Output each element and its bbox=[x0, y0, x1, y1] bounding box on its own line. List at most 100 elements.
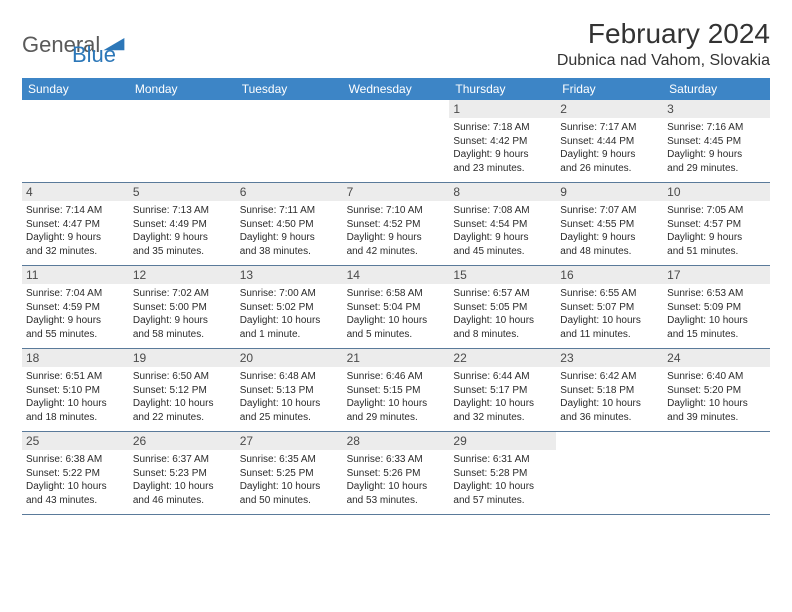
day-number: 11 bbox=[22, 266, 129, 284]
day-detail: Sunrise: 6:33 AMSunset: 5:26 PMDaylight:… bbox=[347, 453, 446, 507]
day-cell: 10Sunrise: 7:05 AMSunset: 4:57 PMDayligh… bbox=[663, 183, 770, 265]
location-label: Dubnica nad Vahom, Slovakia bbox=[557, 52, 770, 70]
daylight-text-2: and 32 minutes. bbox=[26, 245, 125, 259]
sunrise-text: Sunrise: 6:58 AM bbox=[347, 287, 446, 301]
day-number bbox=[663, 432, 770, 450]
sunrise-text: Sunrise: 7:05 AM bbox=[667, 204, 766, 218]
day-number: 20 bbox=[236, 349, 343, 367]
day-detail: Sunrise: 6:48 AMSunset: 5:13 PMDaylight:… bbox=[240, 370, 339, 424]
daylight-text-1: Daylight: 10 hours bbox=[453, 314, 552, 328]
day-detail: Sunrise: 6:57 AMSunset: 5:05 PMDaylight:… bbox=[453, 287, 552, 341]
daylight-text-1: Daylight: 9 hours bbox=[347, 231, 446, 245]
sunset-text: Sunset: 4:52 PM bbox=[347, 218, 446, 232]
daylight-text-1: Daylight: 9 hours bbox=[133, 314, 232, 328]
daylight-text-2: and 58 minutes. bbox=[133, 328, 232, 342]
daylight-text-1: Daylight: 10 hours bbox=[133, 480, 232, 494]
day-cell bbox=[556, 432, 663, 514]
daylight-text-1: Daylight: 9 hours bbox=[453, 148, 552, 162]
calendar: Sunday Monday Tuesday Wednesday Thursday… bbox=[22, 78, 770, 515]
sunset-text: Sunset: 5:15 PM bbox=[347, 384, 446, 398]
daylight-text-2: and 45 minutes. bbox=[453, 245, 552, 259]
sunrise-text: Sunrise: 6:51 AM bbox=[26, 370, 125, 384]
daylight-text-2: and 25 minutes. bbox=[240, 411, 339, 425]
day-detail: Sunrise: 6:42 AMSunset: 5:18 PMDaylight:… bbox=[560, 370, 659, 424]
daylight-text-2: and 42 minutes. bbox=[347, 245, 446, 259]
day-cell bbox=[129, 100, 236, 182]
daylight-text-1: Daylight: 10 hours bbox=[347, 480, 446, 494]
sunrise-text: Sunrise: 6:40 AM bbox=[667, 370, 766, 384]
sunset-text: Sunset: 5:04 PM bbox=[347, 301, 446, 315]
day-number: 1 bbox=[449, 100, 556, 118]
daylight-text-2: and 53 minutes. bbox=[347, 494, 446, 508]
day-detail: Sunrise: 6:38 AMSunset: 5:22 PMDaylight:… bbox=[26, 453, 125, 507]
day-detail: Sunrise: 6:53 AMSunset: 5:09 PMDaylight:… bbox=[667, 287, 766, 341]
daylight-text-2: and 18 minutes. bbox=[26, 411, 125, 425]
daylight-text-1: Daylight: 9 hours bbox=[667, 148, 766, 162]
brand-logo: GeneralBlue bbox=[22, 22, 125, 68]
day-number: 18 bbox=[22, 349, 129, 367]
week-row: 18Sunrise: 6:51 AMSunset: 5:10 PMDayligh… bbox=[22, 349, 770, 432]
sunrise-text: Sunrise: 7:13 AM bbox=[133, 204, 232, 218]
day-cell: 1 Sunrise: 7:18 AMSunset: 4:42 PMDaylight… bbox=[449, 100, 556, 182]
daylight-text-1: Daylight: 10 hours bbox=[560, 314, 659, 328]
day-cell: 18 Sunrise: 6:51 AMSunset: 5:10 PMDayligh… bbox=[22, 349, 129, 431]
sunrise-text: Sunrise: 6:31 AM bbox=[453, 453, 552, 467]
sunset-text: Sunset: 5:10 PM bbox=[26, 384, 125, 398]
daylight-text-1: Daylight: 10 hours bbox=[667, 397, 766, 411]
daylight-text-2: and 29 minutes. bbox=[667, 162, 766, 176]
day-cell bbox=[663, 432, 770, 514]
daylight-text-1: Daylight: 10 hours bbox=[240, 480, 339, 494]
day-cell: 14Sunrise: 6:58 AMSunset: 5:04 PMDayligh… bbox=[343, 266, 450, 348]
day-number: 9 bbox=[556, 183, 663, 201]
day-cell: 5 Sunrise: 7:13 AMSunset: 4:49 PMDaylight… bbox=[129, 183, 236, 265]
daylight-text-1: Daylight: 10 hours bbox=[26, 397, 125, 411]
day-detail: Sunrise: 6:44 AMSunset: 5:17 PMDaylight:… bbox=[453, 370, 552, 424]
daylight-text-2: and 11 minutes. bbox=[560, 328, 659, 342]
day-cell bbox=[343, 100, 450, 182]
day-cell: 29Sunrise: 6:31 AMSunset: 5:28 PMDayligh… bbox=[449, 432, 556, 514]
day-cell: 7Sunrise: 7:10 AMSunset: 4:52 PMDaylight… bbox=[343, 183, 450, 265]
sunrise-text: Sunrise: 7:07 AM bbox=[560, 204, 659, 218]
sunset-text: Sunset: 5:09 PM bbox=[667, 301, 766, 315]
day-cell: 12Sunrise: 7:02 AMSunset: 5:00 PMDayligh… bbox=[129, 266, 236, 348]
sunrise-text: Sunrise: 6:44 AM bbox=[453, 370, 552, 384]
daylight-text-2: and 29 minutes. bbox=[347, 411, 446, 425]
week-row: 4Sunrise: 7:14 AMSunset: 4:47 PMDaylight… bbox=[22, 183, 770, 266]
daylight-text-2: and 55 minutes. bbox=[26, 328, 125, 342]
day-number: 23 bbox=[556, 349, 663, 367]
day-cell: 24Sunrise: 6:40 AMSunset: 5:20 PMDayligh… bbox=[663, 349, 770, 431]
day-cell: 27Sunrise: 6:35 AMSunset: 5:25 PMDayligh… bbox=[236, 432, 343, 514]
daylight-text-1: Daylight: 9 hours bbox=[560, 148, 659, 162]
day-detail: Sunrise: 7:16 AMSunset: 4:45 PMDaylight:… bbox=[667, 121, 766, 175]
day-number: 29 bbox=[449, 432, 556, 450]
daylight-text-2: and 39 minutes. bbox=[667, 411, 766, 425]
day-detail: Sunrise: 7:05 AMSunset: 4:57 PMDaylight:… bbox=[667, 204, 766, 258]
day-detail: Sunrise: 7:08 AMSunset: 4:54 PMDaylight:… bbox=[453, 204, 552, 258]
sunrise-text: Sunrise: 6:42 AM bbox=[560, 370, 659, 384]
sunset-text: Sunset: 5:02 PM bbox=[240, 301, 339, 315]
daylight-text-2: and 36 minutes. bbox=[560, 411, 659, 425]
daylight-text-1: Daylight: 9 hours bbox=[240, 231, 339, 245]
sunset-text: Sunset: 5:05 PM bbox=[453, 301, 552, 315]
day-number: 28 bbox=[343, 432, 450, 450]
day-cell: 6Sunrise: 7:11 AMSunset: 4:50 PMDaylight… bbox=[236, 183, 343, 265]
day-detail: Sunrise: 7:13 AMSunset: 4:49 PMDaylight:… bbox=[133, 204, 232, 258]
daylight-text-2: and 1 minute. bbox=[240, 328, 339, 342]
sunrise-text: Sunrise: 6:53 AM bbox=[667, 287, 766, 301]
sunset-text: Sunset: 4:59 PM bbox=[26, 301, 125, 315]
daylight-text-1: Daylight: 10 hours bbox=[240, 397, 339, 411]
day-number: 15 bbox=[449, 266, 556, 284]
daylight-text-2: and 43 minutes. bbox=[26, 494, 125, 508]
day-detail: Sunrise: 7:00 AMSunset: 5:02 PMDaylight:… bbox=[240, 287, 339, 341]
day-detail: Sunrise: 6:58 AMSunset: 5:04 PMDaylight:… bbox=[347, 287, 446, 341]
sunrise-text: Sunrise: 7:08 AM bbox=[453, 204, 552, 218]
day-number: 5 bbox=[129, 183, 236, 201]
sunrise-text: Sunrise: 7:04 AM bbox=[26, 287, 125, 301]
week-row: 1 Sunrise: 7:18 AMSunset: 4:42 PMDaylight… bbox=[22, 100, 770, 183]
daylight-text-1: Daylight: 10 hours bbox=[667, 314, 766, 328]
day-detail: Sunrise: 7:18 AMSunset: 4:42 PMDaylight:… bbox=[453, 121, 552, 175]
sunset-text: Sunset: 4:42 PM bbox=[453, 135, 552, 149]
day-cell: 9Sunrise: 7:07 AMSunset: 4:55 PMDaylight… bbox=[556, 183, 663, 265]
daylight-text-1: Daylight: 9 hours bbox=[560, 231, 659, 245]
dayname-saturday: Saturday bbox=[663, 78, 770, 100]
